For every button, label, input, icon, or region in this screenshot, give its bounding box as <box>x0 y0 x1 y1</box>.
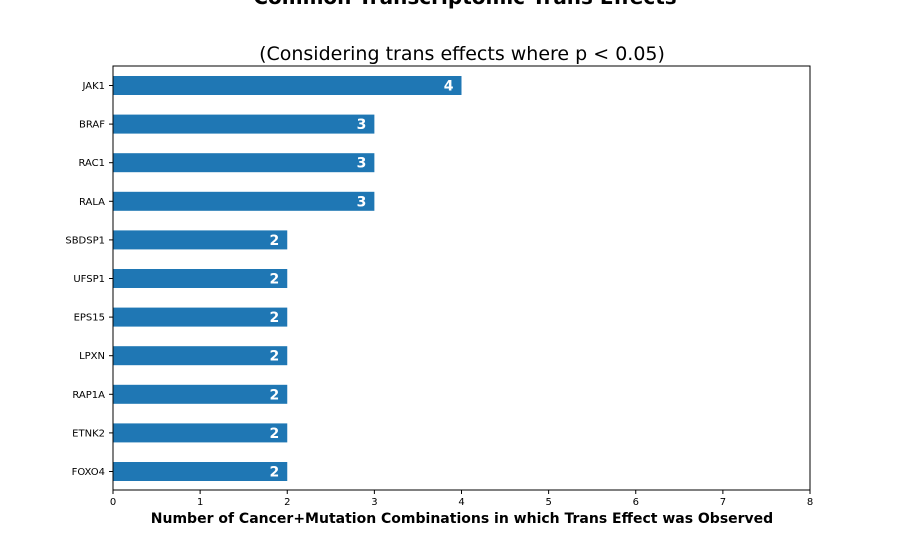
data-label: 2 <box>270 272 280 288</box>
y-tick-label: BRAF <box>79 120 105 131</box>
x-axis-ticks: 0 1 2 3 4 5 6 7 8 <box>110 490 813 508</box>
bar <box>113 462 288 481</box>
data-label: 2 <box>270 426 280 442</box>
x-tick-label: 8 <box>807 497 813 508</box>
x-tick-label: 5 <box>545 497 551 508</box>
x-tick-label: 1 <box>197 497 203 508</box>
plot-area-frame <box>112 65 811 491</box>
x-tick-label: 4 <box>458 497 464 508</box>
data-label: 3 <box>357 194 367 210</box>
x-axis-label: Number of Cancer+Mutation Combinations i… <box>151 511 773 527</box>
y-tick-label: RALA <box>79 197 105 208</box>
data-label: 2 <box>270 465 280 481</box>
y-tick-label: EPS15 <box>74 313 105 324</box>
bar <box>113 114 375 134</box>
y-tick-label: SBDSP1 <box>65 235 105 246</box>
y-tick-labels: JAK1 BRAF RAC1 RALA SBDSP1 UFSP1 EPS15 LPXN RAP1… <box>65 81 113 478</box>
y-tick-label: RAP1A <box>72 390 105 401</box>
bar <box>113 230 288 250</box>
data-label: 3 <box>357 156 367 172</box>
x-tick-label: 0 <box>110 497 116 508</box>
chart-title: Common Transcriptomic Trans Effects <box>253 0 676 9</box>
data-label: 4 <box>444 79 454 95</box>
bar <box>113 153 375 173</box>
y-tick-label: LPXN <box>79 351 105 362</box>
bar <box>113 269 288 288</box>
x-tick-label: 6 <box>633 497 639 508</box>
data-label: 2 <box>270 233 280 249</box>
bar <box>113 191 375 211</box>
x-tick-label: 7 <box>720 497 726 508</box>
bar <box>113 384 288 404</box>
data-label: 3 <box>357 117 367 133</box>
y-tick-label: UFSP1 <box>73 274 105 285</box>
data-label: 2 <box>270 387 280 403</box>
data-label: 2 <box>270 349 280 365</box>
y-tick-label: JAK1 <box>81 81 105 92</box>
x-tick-label: 2 <box>284 497 290 508</box>
bars-layer: 4 3 3 3 2 2 2 2 2 2 2 <box>113 76 462 481</box>
bar <box>113 346 288 366</box>
x-tick-label: 3 <box>371 497 377 508</box>
bar <box>113 423 288 443</box>
y-tick-label: ETNK2 <box>72 428 105 439</box>
y-tick-label: FOXO4 <box>72 467 105 478</box>
y-tick-label: RAC1 <box>78 158 105 169</box>
bar <box>113 307 288 327</box>
data-label: 2 <box>270 310 280 326</box>
chart-subtitle: (Considering trans effects where p < 0.0… <box>259 43 665 65</box>
bar <box>113 76 462 95</box>
